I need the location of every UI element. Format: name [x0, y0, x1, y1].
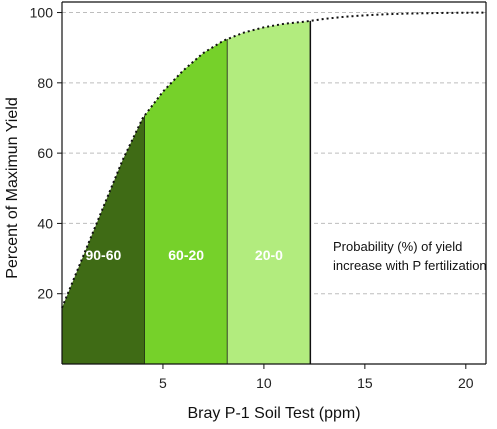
band-label-1: 90-60 — [85, 247, 121, 263]
x-tick-label-5: 5 — [159, 375, 167, 391]
yield-curve-line — [61, 11, 487, 309]
band-3 — [227, 20, 311, 365]
y-axis-title: Percent of Maximun Yield — [4, 97, 21, 278]
band-label-2: 60-20 — [168, 247, 204, 263]
band-2 — [144, 39, 228, 364]
y-tick-label-100: 100 — [30, 5, 54, 21]
annotation-line-2: increase with P fertilization — [333, 258, 487, 273]
ticks: 5 10 15 20 20 40 60 80 100 — [30, 5, 474, 391]
y-tick-label-40: 40 — [37, 215, 53, 231]
band-1 — [62, 115, 145, 364]
annotation-line-1: Probability (%) of yield — [333, 239, 462, 254]
x-tick-label-20: 20 — [458, 375, 474, 391]
y-tick-label-60: 60 — [37, 145, 53, 161]
band-label-3: 20-0 — [255, 247, 283, 263]
x-tick-label-10: 10 — [256, 375, 272, 391]
probability-bands — [62, 20, 312, 365]
y-tick-label-80: 80 — [37, 75, 53, 91]
axes — [61, 1, 487, 365]
band-labels: 90-60 60-20 20-0 — [85, 247, 283, 263]
x-axis-title: Bray P-1 Soil Test (ppm) — [187, 405, 360, 422]
y-tick-label-20: 20 — [37, 286, 53, 302]
x-tick-label-15: 15 — [357, 375, 373, 391]
